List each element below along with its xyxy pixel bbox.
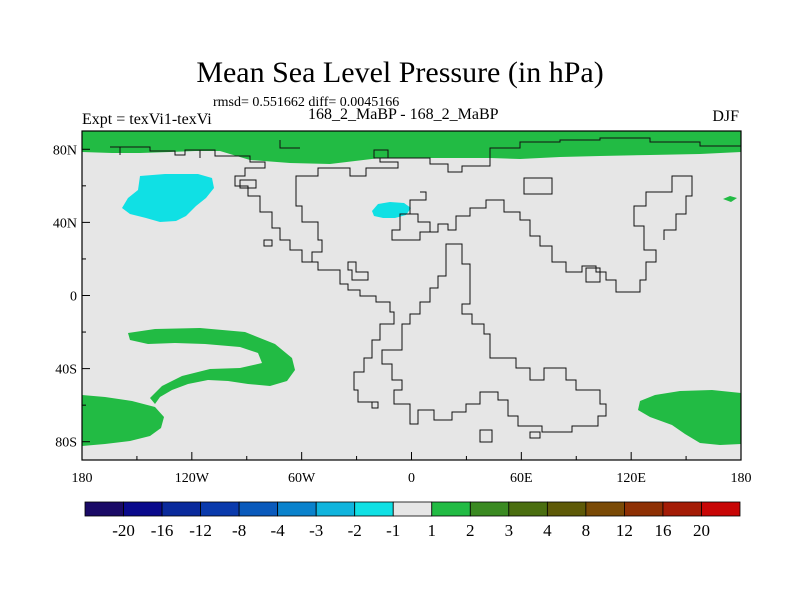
season-label: DJF	[712, 108, 739, 125]
colorbar-box	[546, 501, 587, 517]
colorbar-label: 12	[616, 521, 633, 540]
x-tick-label: 60E	[510, 471, 533, 486]
colorbar-box	[701, 501, 741, 517]
colorbar-box	[508, 501, 548, 517]
chart-title: Mean Sea Level Pressure (in hPa)	[196, 56, 604, 89]
colorbar-label: 2	[466, 521, 475, 540]
colorbar-label: 8	[582, 521, 591, 540]
coastlines	[110, 137, 741, 443]
colorbar-label: -1	[386, 521, 400, 540]
experiment-label: Expt = texVi1-texVi	[82, 111, 212, 128]
colorbar-box	[161, 501, 201, 517]
colorbar-box	[624, 501, 664, 517]
colorbar-box	[200, 501, 240, 517]
colorbar-label: 20	[693, 521, 710, 540]
x-tick-label: 120E	[616, 471, 646, 486]
x-tick-label: 180	[72, 471, 93, 486]
y-tick-label: 80N	[53, 143, 77, 158]
colorbar-box	[469, 501, 510, 517]
x-tick-label: 180	[731, 471, 752, 486]
region-far-south-pacific	[82, 395, 164, 446]
stats-line: rmsd= 0.551662 diff= 0.0045166	[213, 95, 400, 110]
x-tick-label: 120W	[175, 471, 210, 486]
colorbar-label: 4	[543, 521, 552, 540]
colorbar-box	[315, 501, 356, 517]
colorbar-label: 1	[428, 521, 437, 540]
region-north-pacific	[122, 174, 214, 222]
colorbar-label: -2	[348, 521, 362, 540]
colorbar-box	[392, 501, 433, 517]
y-tick-label: 80S	[55, 436, 77, 451]
colorbar: -20 -16 -12 -8 -4 -3 -2 -1 1 2 3 4 8 12 16 20	[84, 501, 741, 540]
colorbar-box	[662, 501, 702, 517]
y-tick-label: 40S	[55, 363, 77, 378]
colorbar-label: -20	[112, 521, 135, 540]
colorbar-label: 3	[505, 521, 514, 540]
x-tick-label: 60W	[288, 471, 316, 486]
colorbar-label: 16	[654, 521, 671, 540]
case-label: 168_2_MaBP - 168_2_MaBP	[308, 106, 499, 123]
region-east-asia-patch	[723, 196, 737, 202]
colorbar-box	[277, 501, 317, 517]
axis-ticks: 180 120W 60W 0 60E 120E 180 80N 40N 0 40S 80S	[53, 143, 752, 486]
colorbar-label: -8	[232, 521, 246, 540]
colorbar-box	[238, 501, 279, 517]
region-south-pacific-tongue	[128, 328, 295, 404]
colorbar-label: -12	[189, 521, 212, 540]
y-tick-label: 40N	[53, 216, 77, 231]
colorbar-box	[354, 501, 394, 517]
region-southwest-pacific	[638, 390, 741, 445]
y-tick-label: 0	[70, 290, 77, 305]
colorbar-box	[431, 501, 471, 517]
colorbar-box	[585, 501, 625, 517]
colorbar-box	[84, 501, 124, 517]
colorbar-label: -16	[151, 521, 174, 540]
x-tick-label: 0	[408, 471, 415, 486]
colorbar-label: -4	[271, 521, 286, 540]
colorbar-box	[123, 501, 163, 517]
colorbar-label: -3	[309, 521, 323, 540]
